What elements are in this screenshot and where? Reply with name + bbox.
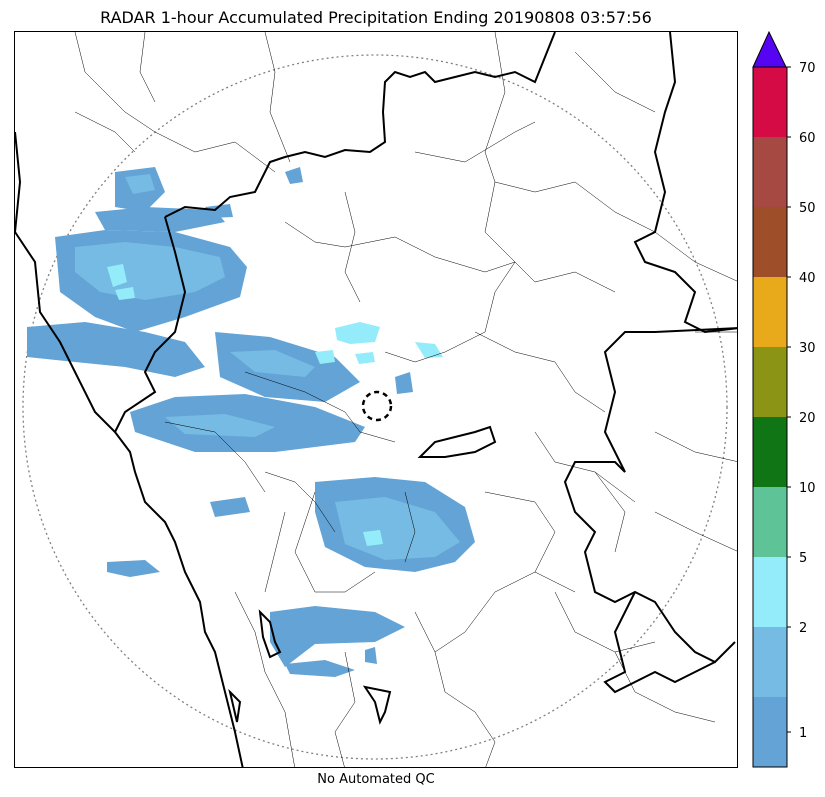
colorbar-segment — [753, 67, 787, 137]
colorbar-tick-label: 1 — [799, 726, 807, 741]
radar-site-marker — [361, 390, 393, 422]
state-boundaries — [15, 32, 737, 767]
colorbar-segment — [753, 487, 787, 557]
radar-map — [14, 31, 738, 768]
colorbar-tick-label: 2 — [799, 621, 807, 636]
district-boundaries — [74, 32, 737, 767]
range-ring — [22, 54, 728, 760]
colorbar-tick-label: 50 — [799, 201, 816, 216]
colorbar-segment — [753, 557, 787, 627]
qc-note: No Automated QC — [317, 772, 435, 787]
chart-title: RADAR 1-hour Accumulated Precipitation E… — [100, 8, 652, 27]
colorbar-segment — [753, 207, 787, 277]
colorbar-tick-label: 20 — [799, 411, 816, 426]
colorbar-segment — [753, 417, 787, 487]
colorbar-extend-triangle — [752, 30, 787, 68]
colorbar-segment — [753, 627, 787, 697]
colorbar-tick-label: 60 — [799, 131, 816, 146]
colorbar-segment — [753, 137, 787, 207]
precip-heavy — [107, 264, 443, 546]
colorbar-segment — [753, 347, 787, 417]
colorbar-tick-label: 40 — [799, 271, 816, 286]
colorbar: 1 2 5 10 20 30 40 50 60 70 — [752, 30, 816, 768]
colorbar-tick-label: 10 — [799, 481, 816, 496]
colorbar-segment — [753, 277, 787, 347]
colorbar-tick-label: 5 — [799, 551, 807, 566]
map-canvas — [15, 32, 737, 767]
precip-medium — [75, 174, 460, 560]
colorbar-tick-label: 70 — [799, 61, 816, 76]
colorbar-segment — [753, 697, 787, 767]
colorbar-tick-label: 30 — [799, 341, 816, 356]
